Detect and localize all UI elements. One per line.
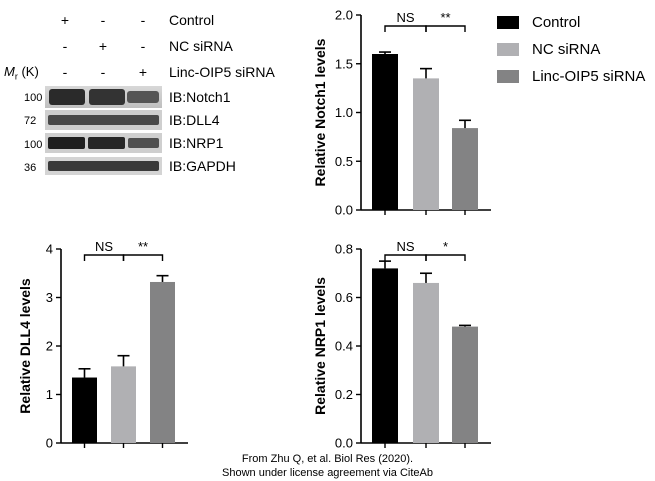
y-tick-label: 0 — [46, 436, 53, 451]
y-tick-label: 0.0 — [335, 436, 353, 451]
sign-nc-1: - — [62, 38, 68, 54]
legend-swatch-linc-oip5-sirna — [497, 70, 519, 83]
y-tick-label: 1 — [46, 387, 53, 402]
y-tick-label: 2 — [46, 339, 53, 354]
bar-1 — [372, 54, 398, 210]
sign-linc-1: - — [62, 64, 68, 80]
y-tick-label: 0.5 — [335, 154, 353, 169]
y-tick-label: 0.2 — [335, 387, 353, 402]
blot-strip-notch1 — [45, 86, 162, 108]
sign-control-3: - — [140, 12, 146, 28]
significance-label: * — [443, 239, 448, 254]
sign-nc-3: - — [140, 38, 146, 54]
significance-bracket — [83, 254, 125, 261]
citation-line-2: Shown under license agreement via CiteAb — [222, 467, 433, 479]
y-tick-label: 3 — [46, 290, 53, 305]
chart-nrp1: 0.0 0.2 0.4 0.6 0.8 NS * Relative NRP1 levels — [312, 239, 491, 451]
significance-bracket — [122, 254, 164, 261]
ib-label-dll4: IB:DLL4 — [169, 112, 220, 128]
ib-label-notch1: IB:Notch1 — [169, 89, 231, 105]
y-tick-label: 1.5 — [335, 56, 353, 71]
significance-label: ** — [138, 239, 148, 254]
chart-dll4: 0 1 2 3 4 NS ** Relative DLL4 levels — [17, 239, 188, 451]
ib-label-nrp1: IB:NRP1 — [169, 135, 224, 151]
sign-linc-2: - — [100, 64, 106, 80]
y-tick-label: 1.0 — [335, 105, 353, 120]
y-tick-label: 0.6 — [335, 290, 353, 305]
significance-label: NS — [396, 239, 414, 254]
legend-label-control: Control — [532, 14, 581, 31]
citation-line-1: From Zhu Q, et al. Biol Res (2020). — [241, 453, 414, 465]
legend-label-linc-oip5-sirna: Linc-OIP5 siRNA — [532, 68, 646, 85]
y-tick-label: 2.0 — [335, 8, 353, 23]
blot-strip-gapdh — [45, 157, 162, 175]
bar-1 — [72, 377, 97, 443]
bar-2 — [413, 78, 439, 210]
significance-bracket — [384, 25, 427, 32]
mw-marker-dll4: 72 — [24, 115, 37, 127]
sign-control-2: - — [100, 12, 106, 28]
legend-swatch-nc-sirna — [497, 43, 519, 56]
condition-label-linc-oip5-sirna: Linc-OIP5 siRNA — [169, 64, 275, 80]
sign-nc-2: + — [98, 38, 108, 54]
significance-bracket — [425, 254, 466, 261]
bar-3 — [150, 281, 175, 443]
mw-marker-gapdh: 36 — [24, 162, 37, 174]
legend-swatch-control — [497, 16, 519, 29]
mw-marker-notch1: 100 — [24, 92, 43, 104]
significance-label: NS — [396, 10, 414, 25]
y-axis-title: Relative NRP1 levels — [312, 277, 328, 415]
y-axis-title: Relative DLL4 levels — [17, 278, 33, 414]
sign-control-1: + — [60, 12, 70, 28]
blot-strip-dll4 — [45, 110, 162, 130]
y-tick-label: 0.8 — [335, 242, 353, 257]
mw-marker-nrp1: 100 — [24, 139, 43, 151]
condition-label-control: Control — [169, 12, 215, 28]
significance-bracket — [384, 254, 427, 261]
sign-linc-3: + — [138, 64, 148, 80]
legend-label-nc-sirna: NC siRNA — [532, 41, 601, 58]
chart-notch1: 0.0 0.5 1.0 1.5 2.0 NS ** Relative Notch1 level… — [312, 8, 491, 218]
y-tick-label: 0.4 — [335, 339, 353, 354]
bar-3 — [452, 326, 478, 443]
y-tick-label: 0.0 — [335, 203, 353, 218]
bar-1 — [372, 268, 398, 443]
significance-label: NS — [95, 239, 113, 254]
bar-2 — [111, 366, 136, 443]
citation-footer: From Zhu Q, et al. Biol Res (2020). Show… — [0, 452, 655, 480]
ib-label-gapdh: IB:GAPDH — [169, 158, 236, 174]
condition-label-nc-sirna: NC siRNA — [169, 38, 233, 54]
bar-3 — [452, 128, 478, 210]
mr-label: Mr (K) — [4, 64, 39, 82]
significance-bracket — [425, 25, 466, 32]
y-axis-title: Relative Notch1 levels — [312, 38, 328, 186]
blot-strip-nrp1 — [45, 133, 162, 153]
significance-label: ** — [440, 10, 450, 25]
y-tick-label: 4 — [46, 242, 53, 257]
bar-2 — [413, 282, 439, 443]
